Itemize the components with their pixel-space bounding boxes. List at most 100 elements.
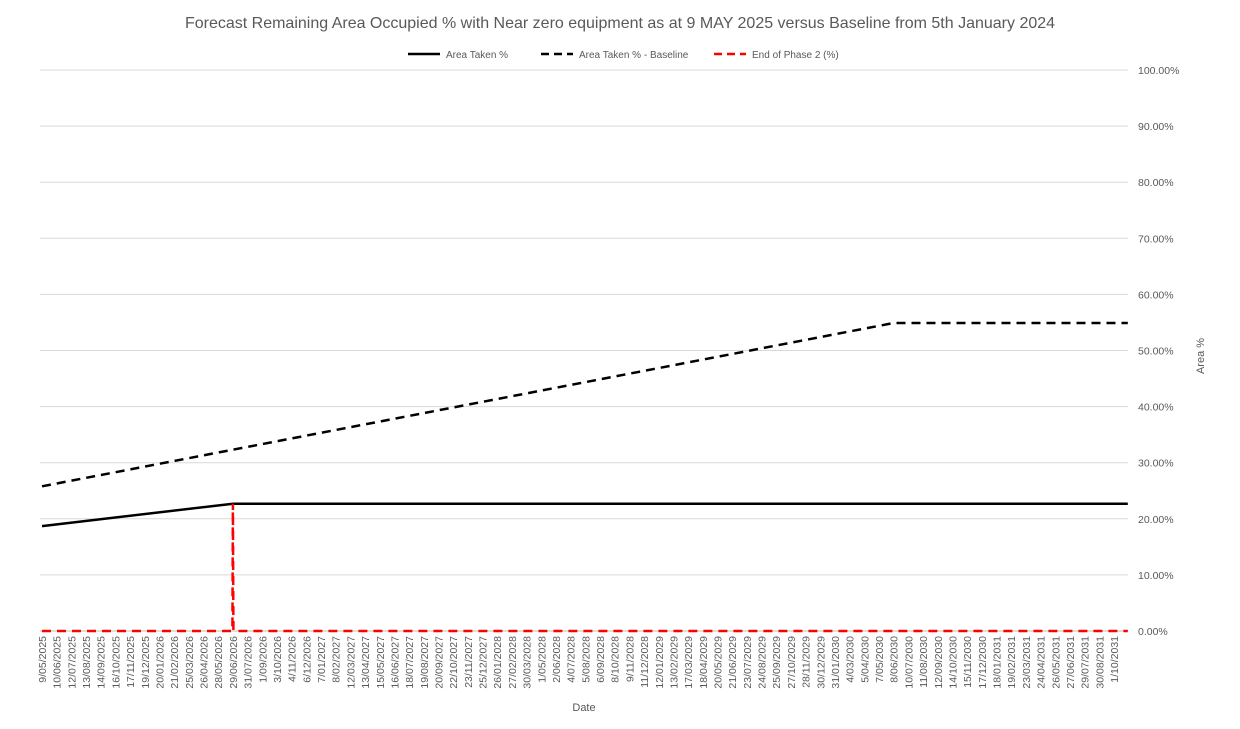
x-tick-label: 22/10/2027 [448, 636, 460, 689]
y-tick-label: 70.00% [1138, 233, 1174, 245]
x-tick-label: 28/05/2026 [213, 636, 225, 689]
x-tick-label: 19/08/2027 [419, 636, 431, 689]
y-axis-label: Area % [1195, 338, 1207, 374]
y-tick-label: 80.00% [1138, 177, 1174, 189]
x-tick-label: 8/06/2030 [889, 636, 901, 683]
x-tick-label: 8/10/2028 [610, 636, 622, 683]
x-tick-label: 1/09/2026 [257, 636, 269, 683]
legend-label: Area Taken % [446, 50, 508, 61]
x-tick-label: 13/02/2029 [668, 636, 680, 689]
x-tick-label: 16/10/2025 [110, 636, 122, 689]
x-tick-label: 12/01/2029 [654, 636, 666, 689]
x-tick-label: 31/01/2030 [830, 636, 842, 689]
x-tick-label: 21/02/2026 [169, 636, 181, 689]
x-tick-label: 14/09/2025 [96, 636, 108, 689]
x-tick-label: 14/10/2030 [947, 636, 959, 689]
series-line-2 [42, 503, 1128, 633]
x-tick-label: 10/07/2030 [903, 636, 915, 689]
legend-label: End of Phase 2 (%) [752, 50, 839, 61]
x-axis-ticks: 9/05/2025 10/06/2025 12/07/2025 13/08/2025 1… [37, 636, 1121, 689]
x-tick-label: 1/05/2028 [536, 636, 548, 683]
x-tick-label: 31/07/2026 [243, 636, 255, 689]
y-tick-label: 10.00% [1138, 570, 1174, 582]
x-tick-label: 13/04/2027 [360, 636, 372, 689]
series-lines [41, 321, 1128, 633]
x-tick-label: 26/04/2026 [199, 636, 211, 689]
y-axis-ticks: 0.00% 10.00% 20.00% 30.00% 40.00% 50.00% 60.00… [1138, 65, 1179, 638]
x-tick-label: 4/03/2030 [845, 636, 857, 683]
y-tick-label: 90.00% [1138, 121, 1174, 133]
x-tick-label: 24/08/2029 [757, 636, 769, 689]
x-tick-label: 19/02/2031 [1006, 636, 1018, 689]
x-tick-label: 23/11/2027 [463, 636, 475, 688]
series-line-0 [41, 502, 1128, 528]
x-tick-label: 17/12/2030 [977, 636, 989, 689]
x-tick-label: 2/06/2028 [551, 636, 563, 683]
x-tick-label: 10/06/2025 [52, 636, 64, 689]
x-tick-label: 29/06/2026 [228, 636, 240, 689]
x-tick-label: 18/04/2029 [698, 636, 710, 689]
x-tick-label: 25/12/2027 [478, 636, 490, 689]
x-tick-label: 12/03/2027 [345, 636, 357, 689]
x-tick-label: 4/11/2026 [287, 636, 299, 682]
x-tick-label: 30/12/2029 [815, 636, 827, 689]
x-tick-label: 5/08/2028 [580, 636, 592, 683]
x-tick-label: 11/12/2028 [639, 636, 651, 688]
x-tick-label: 26/05/2031 [1050, 636, 1062, 689]
x-tick-label: 23/07/2029 [742, 636, 754, 689]
y-tick-label: 60.00% [1138, 289, 1174, 301]
y-tick-label: 0.00% [1138, 626, 1168, 638]
x-tick-label: 30/03/2028 [522, 636, 534, 689]
x-tick-label: 25/09/2029 [771, 636, 783, 689]
x-tick-label: 26/01/2028 [492, 636, 504, 689]
x-tick-label: 6/12/2026 [301, 636, 313, 683]
y-tick-label: 100.00% [1138, 65, 1179, 77]
x-tick-label: 9/05/2025 [37, 636, 49, 683]
x-tick-label: 23/03/2031 [1021, 636, 1033, 689]
x-tick-label: 4/07/2028 [566, 636, 578, 683]
x-tick-label: 9/11/2028 [624, 636, 636, 682]
y-tick-label: 40.00% [1138, 402, 1174, 414]
x-tick-label: 18/01/2031 [992, 636, 1004, 689]
x-tick-label: 16/06/2027 [389, 636, 401, 689]
x-tick-label: 13/08/2025 [81, 636, 93, 689]
x-tick-label: 25/03/2026 [184, 636, 196, 689]
x-tick-label: 17/11/2025 [125, 636, 137, 688]
x-tick-label: 1/10/2031 [1109, 636, 1121, 683]
x-tick-label: 15/05/2027 [375, 636, 387, 689]
legend: Area Taken % Area Taken % - Baseline End o… [408, 50, 839, 61]
x-tick-label: 29/07/2031 [1080, 636, 1092, 689]
x-tick-label: 12/09/2030 [933, 636, 945, 689]
x-tick-label: 27/06/2031 [1065, 636, 1077, 689]
x-tick-label: 30/08/2031 [1094, 636, 1106, 689]
x-tick-label: 21/06/2029 [727, 636, 739, 689]
y-tick-label: 30.00% [1138, 458, 1174, 470]
x-tick-label: 27/02/2028 [507, 636, 519, 689]
chart-title: Forecast Remaining Area Occupied % with … [185, 15, 1055, 32]
x-tick-label: 7/01/2027 [316, 636, 328, 683]
x-tick-label: 20/09/2027 [433, 636, 445, 689]
x-tick-label: 20/01/2026 [154, 636, 166, 689]
y-tick-label: 20.00% [1138, 514, 1174, 526]
gridlines [40, 69, 1128, 632]
x-tick-label: 7/05/2030 [874, 636, 886, 683]
x-tick-label: 8/02/2027 [331, 636, 343, 683]
y-tick-label: 50.00% [1138, 346, 1174, 358]
x-tick-label: 24/04/2031 [1036, 636, 1048, 689]
series-line-1 [41, 321, 1128, 488]
x-tick-label: 11/08/2030 [918, 636, 930, 688]
x-tick-label: 28/11/2029 [801, 636, 813, 688]
x-tick-label: 19/12/2025 [140, 636, 152, 689]
x-tick-label: 15/11/2030 [962, 636, 974, 688]
x-tick-label: 17/03/2029 [683, 636, 695, 689]
x-axis-label: Date [572, 702, 595, 714]
x-tick-label: 12/07/2025 [66, 636, 78, 689]
x-tick-label: 20/05/2029 [713, 636, 725, 689]
x-tick-label: 5/04/2030 [859, 636, 871, 683]
x-tick-label: 3/10/2026 [272, 636, 284, 683]
x-tick-label: 6/09/2028 [595, 636, 607, 683]
legend-label: Area Taken % - Baseline [579, 50, 689, 61]
x-tick-label: 18/07/2027 [404, 636, 416, 689]
x-tick-label: 27/10/2029 [786, 636, 798, 689]
